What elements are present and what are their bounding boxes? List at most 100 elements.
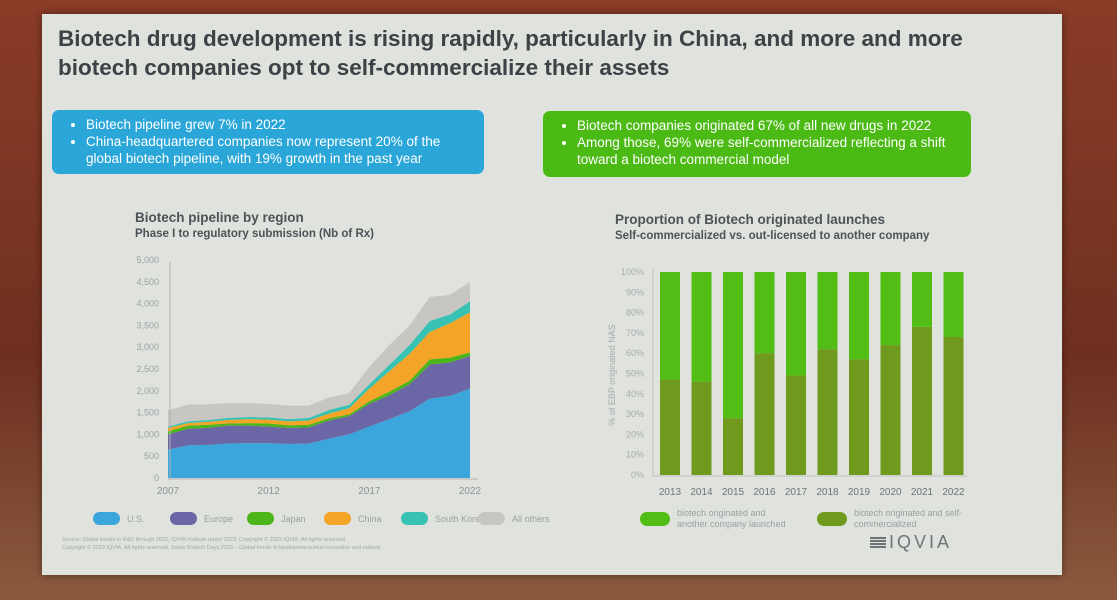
x-tick-label: 2013 <box>659 487 682 498</box>
legend-item: biotech originated and another company l… <box>640 508 797 530</box>
x-tick-label: 2022 <box>459 486 482 497</box>
x-tick-label: 2007 <box>157 486 180 497</box>
bar-2021 <box>912 272 932 327</box>
pipeline-chart-subtitle: Phase I to regulatory submission (Nb of … <box>135 228 374 240</box>
bar-2013 <box>660 272 680 380</box>
y-tick-label: 500 <box>144 451 159 461</box>
bullet: China-headquartered companies now repres… <box>86 133 474 167</box>
footer-line: Copyright © 2023 IQVIA. All rights reser… <box>62 545 381 551</box>
footer-source: Source: Global trends in R&D through 202… <box>62 536 380 552</box>
bar-2020 <box>880 345 901 475</box>
bar-2017 <box>786 272 806 376</box>
y-tick-label: 0% <box>631 470 644 480</box>
bar-2013 <box>660 379 680 475</box>
legend-item: South Korea <box>401 512 485 525</box>
x-tick-label: 2017 <box>785 487 808 498</box>
y-tick-label: 30% <box>626 409 644 419</box>
x-tick-label: 2016 <box>753 487 776 498</box>
area-series-japan <box>168 352 470 435</box>
bar-2015 <box>723 272 743 419</box>
bar-2014 <box>691 381 712 475</box>
legend-item: biotech originated and self-commercializ… <box>817 508 974 530</box>
legend-swatch <box>93 512 120 525</box>
logo-text: IQVIA <box>889 532 953 552</box>
y-tick-label: 2,000 <box>136 386 159 396</box>
launches-chart-subtitle: Self-commercialized vs. out-licensed to … <box>615 230 930 242</box>
launches-summary-box: Biotech companies originated 67% of all … <box>543 111 971 177</box>
legend-label: All others <box>512 513 550 524</box>
bar-2022 <box>943 272 964 337</box>
y-tick-label: 90% <box>626 287 644 297</box>
bar-2022 <box>943 336 964 475</box>
logo-mark-icon <box>870 536 886 549</box>
footer-line: Source: Global trends in R&D through 202… <box>62 537 345 543</box>
bar-2020 <box>880 272 901 346</box>
slide-title: Biotech drug development is rising rapid… <box>58 26 963 80</box>
legend-label: South Korea <box>435 513 486 524</box>
bullet: Among those, 69% were self-commercialize… <box>577 134 961 168</box>
iqvia-logo: IQVIA <box>870 532 952 553</box>
legend-label: U.S. <box>127 513 145 524</box>
y-tick-label: 4,000 <box>136 299 159 309</box>
y-tick-label: 1,000 <box>136 429 159 439</box>
area-series-all-others <box>168 281 470 427</box>
pipeline-summary-box: Biotech pipeline grew 7% in 2022 China-h… <box>52 110 484 174</box>
bullet: Biotech pipeline grew 7% in 2022 <box>86 116 474 133</box>
legend-item: Europe <box>170 512 233 525</box>
bar-2019 <box>849 272 869 360</box>
legend-swatch <box>324 512 351 525</box>
area-series-u-s- <box>168 388 470 478</box>
y-tick-label: 70% <box>626 328 644 338</box>
y-tick-label: 100% <box>621 267 644 277</box>
legend-swatch <box>247 512 274 525</box>
legend-item: All others <box>478 512 550 525</box>
y-tick-label: 40% <box>626 389 644 399</box>
legend-swatch <box>401 512 428 525</box>
bar-2018 <box>817 272 838 350</box>
bar-2021 <box>912 326 932 475</box>
bar-2016 <box>754 353 775 475</box>
legend-label: China <box>358 513 382 524</box>
y-tick-label: 10% <box>626 450 644 460</box>
legend-item: China <box>324 512 382 525</box>
y-axis-label: % of EBP originated NAS <box>607 324 617 425</box>
x-tick-label: 2012 <box>258 486 281 497</box>
x-tick-label: 2022 <box>942 487 965 498</box>
area-series-china <box>168 312 470 432</box>
y-tick-label: 3,000 <box>136 342 159 352</box>
legend-item: Japan <box>247 512 306 525</box>
area-series-europe <box>168 355 470 450</box>
pipeline-chart-title: Biotech pipeline by region <box>135 210 304 225</box>
y-tick-label: 50% <box>626 369 644 379</box>
y-tick-label: 3,500 <box>136 320 159 330</box>
legend-label: biotech originated and another company l… <box>677 508 786 529</box>
legend-swatch <box>478 512 505 525</box>
legend-swatch <box>817 512 847 526</box>
x-tick-label: 2018 <box>816 487 839 498</box>
bar-2018 <box>817 349 838 475</box>
y-tick-label: 0 <box>154 473 159 483</box>
y-tick-label: 60% <box>626 348 644 358</box>
y-tick-label: 1,500 <box>136 408 159 418</box>
y-tick-label: 5,000 <box>136 255 159 265</box>
bar-2016 <box>754 272 775 354</box>
x-tick-label: 2020 <box>879 487 902 498</box>
legend-label: biotech originated and self-commercializ… <box>854 508 963 529</box>
legend-label: Europe <box>204 513 234 524</box>
x-tick-label: 2019 <box>848 487 871 498</box>
legend-label: Japan <box>281 513 306 524</box>
bullet: Biotech companies originated 67% of all … <box>577 117 961 134</box>
bar-2015 <box>723 418 743 475</box>
legend-item: U.S. <box>93 512 145 525</box>
x-tick-label: 2021 <box>911 487 934 498</box>
y-tick-label: 4,500 <box>136 277 159 287</box>
y-tick-label: 80% <box>626 308 644 318</box>
y-tick-label: 2,500 <box>136 364 159 374</box>
x-tick-label: 2015 <box>722 487 745 498</box>
bar-2017 <box>786 375 806 475</box>
bar-2019 <box>849 359 869 475</box>
y-tick-label: 20% <box>626 429 644 439</box>
legend-swatch <box>170 512 197 525</box>
x-tick-label: 2014 <box>690 487 713 498</box>
